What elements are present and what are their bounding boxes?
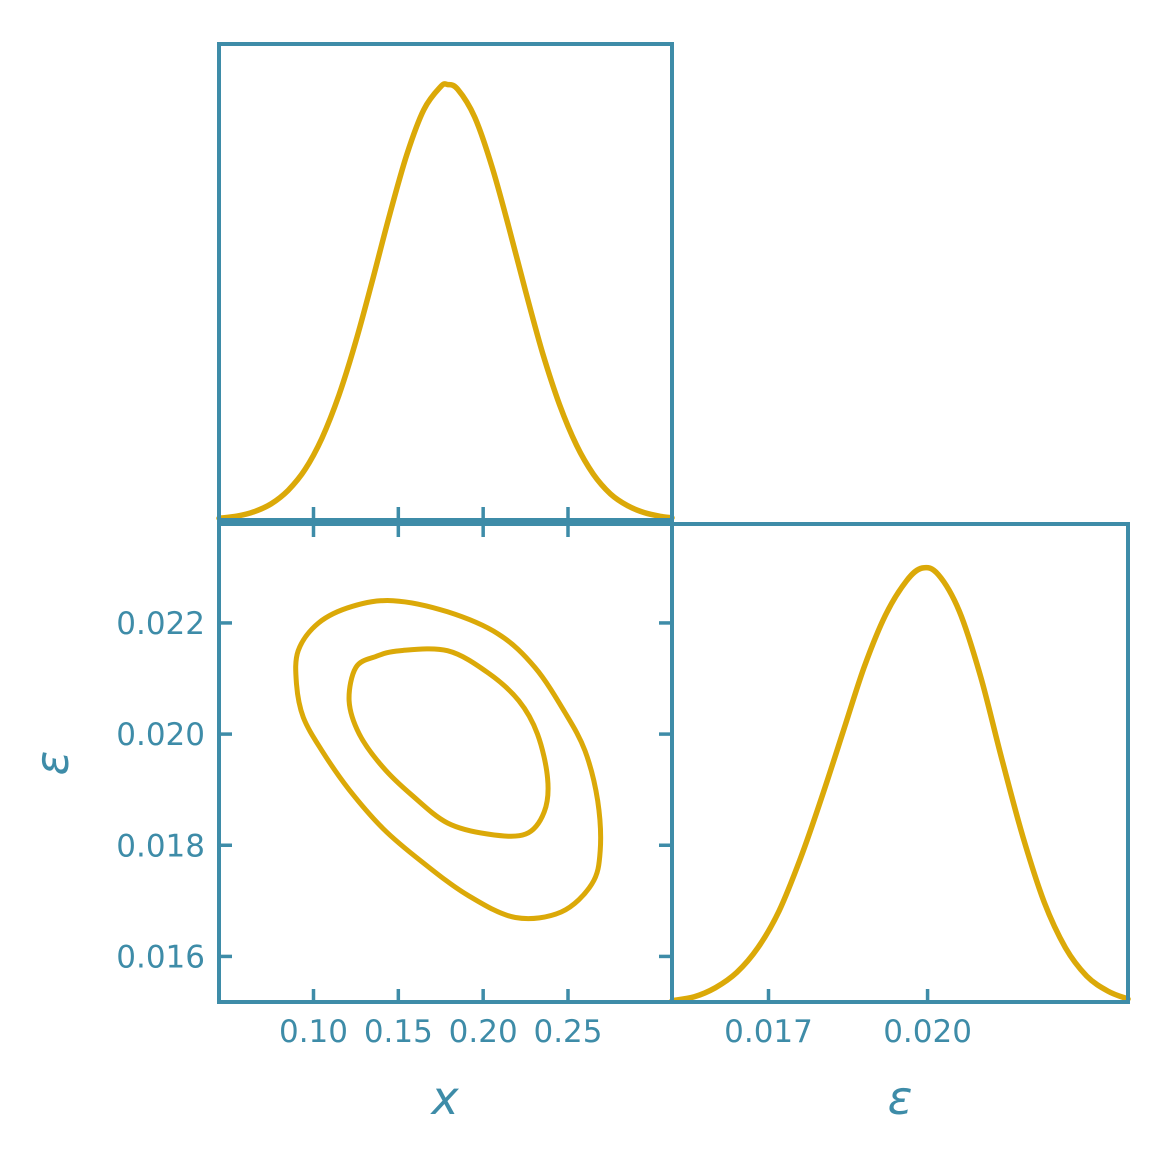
- tick-label: 0.017: [724, 1014, 813, 1050]
- tick-label: 0.15: [364, 1014, 433, 1050]
- curves-layer: [216, 81, 1131, 1004]
- tick-label: 0.016: [116, 939, 205, 975]
- x-marginal-panel-frame: [217, 42, 674, 522]
- tick-label: 0.20: [449, 1014, 518, 1050]
- spines-layer: [217, 42, 1130, 1004]
- x-marginal-density-curve: [216, 81, 675, 522]
- epsilon-marginal-panel-frame: [670, 522, 1130, 1004]
- epsilon-x-axis-label: ε: [888, 1071, 913, 1125]
- inner-contour: [346, 646, 551, 839]
- tick-label: 0.10: [279, 1014, 348, 1050]
- contour-panel-frame: [217, 522, 674, 1004]
- epsilon-y-axis-label: ε: [25, 751, 79, 776]
- tick-label: 0.020: [116, 717, 205, 753]
- tick-label: 0.25: [533, 1014, 602, 1050]
- tick-label: 0.020: [883, 1014, 972, 1050]
- ticks-layer: [219, 507, 930, 1002]
- epsilon-marginal-density-curve: [669, 564, 1131, 1004]
- x-axis-label: x: [429, 1071, 459, 1125]
- tick-label: 0.018: [116, 828, 205, 864]
- tick-label: 0.022: [116, 606, 205, 642]
- tick-labels-layer: 0.10 0.15 0.20 0.25 0.017 0.020 0.016 0.018 0.02…: [116, 606, 972, 1050]
- outer-contour: [293, 598, 604, 922]
